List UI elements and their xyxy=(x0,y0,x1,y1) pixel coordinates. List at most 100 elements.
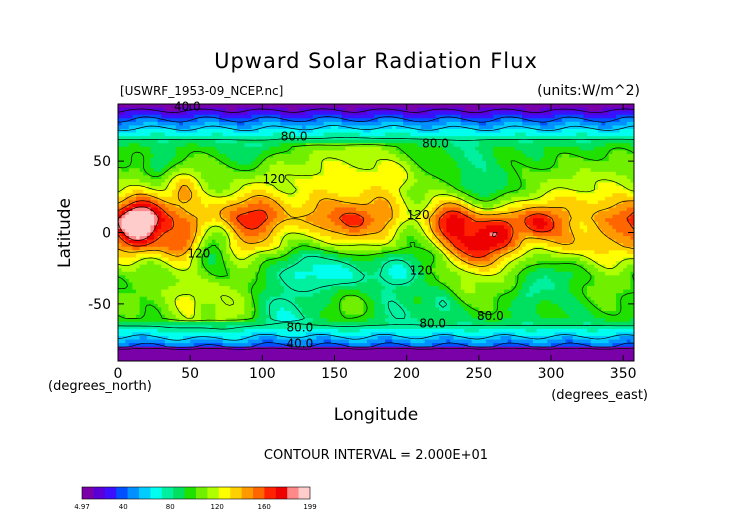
heatmap-cell xyxy=(500,104,505,109)
heatmap-cell xyxy=(208,175,213,180)
heatmap-cell xyxy=(439,211,444,216)
heatmap-cell xyxy=(446,125,451,130)
heatmap-cell xyxy=(164,186,170,191)
heatmap-cell xyxy=(569,175,574,180)
heatmap-cell xyxy=(330,221,336,226)
heatmap-cell xyxy=(605,114,610,119)
heatmap-cell xyxy=(359,125,364,130)
heatmap-cell xyxy=(128,143,134,148)
heatmap-cell xyxy=(457,150,462,155)
heatmap-cell xyxy=(395,221,401,226)
heatmap-cell xyxy=(597,193,603,198)
heatmap-cell xyxy=(424,107,429,112)
heatmap-cell xyxy=(615,143,621,148)
heatmap-cell xyxy=(424,221,429,226)
heatmap-cell xyxy=(348,193,354,198)
heatmap-cell xyxy=(634,108,638,112)
heatmap-cell xyxy=(514,175,520,180)
heatmap-cell xyxy=(204,153,209,159)
heatmap-cell xyxy=(121,214,126,219)
heatmap-cell xyxy=(406,207,411,212)
heatmap-cell xyxy=(446,161,451,166)
heatmap-cell xyxy=(565,178,570,184)
heatmap-cell xyxy=(460,139,466,144)
heatmap-cell xyxy=(605,150,610,155)
heatmap-cell xyxy=(154,153,159,159)
heatmap-cell xyxy=(507,168,512,173)
heatmap-cell xyxy=(471,146,476,151)
heatmap-cell xyxy=(204,189,209,194)
heatmap-cell xyxy=(132,111,137,116)
heatmap-cell xyxy=(475,178,480,184)
heatmap-cell xyxy=(626,153,631,159)
heatmap-cell xyxy=(601,171,606,176)
heatmap-cell xyxy=(359,128,364,134)
heatmap-cell xyxy=(164,196,170,201)
heatmap-cell xyxy=(190,153,195,159)
heatmap-cell xyxy=(305,168,310,173)
heatmap-cell xyxy=(204,150,209,155)
heatmap-cell xyxy=(500,189,505,194)
heatmap-cell xyxy=(583,196,588,201)
heatmap-cell xyxy=(121,111,126,116)
heatmap-cell xyxy=(320,207,325,212)
heatmap-cell xyxy=(247,104,253,109)
heatmap-cell xyxy=(280,218,285,223)
heatmap-cell xyxy=(493,207,498,212)
heatmap-cell xyxy=(312,104,318,109)
heatmap-cell xyxy=(179,128,184,134)
heatmap-cell xyxy=(489,207,494,212)
heatmap-cell xyxy=(486,143,491,148)
heatmap-cell xyxy=(504,189,509,194)
heatmap-cell xyxy=(504,200,509,205)
heatmap-cell xyxy=(316,225,321,230)
heatmap-cell xyxy=(222,121,227,127)
heatmap-cell xyxy=(291,125,296,130)
heatmap-cell xyxy=(128,114,134,119)
heatmap-cell xyxy=(154,189,159,194)
heatmap-cell xyxy=(356,207,361,212)
heatmap-cell xyxy=(251,178,256,184)
heatmap-cell xyxy=(168,186,173,191)
heatmap-cell xyxy=(377,214,383,219)
heatmap-cell xyxy=(399,225,404,230)
heatmap-cell xyxy=(413,218,419,223)
heatmap-cell xyxy=(410,143,415,148)
heatmap-cell xyxy=(320,132,325,137)
heatmap-cell xyxy=(255,143,260,148)
heatmap-cell xyxy=(514,107,520,112)
heatmap-cell xyxy=(338,182,343,187)
heatmap-cell xyxy=(132,186,137,191)
heatmap-cell xyxy=(298,207,303,212)
heatmap-cell xyxy=(161,143,166,148)
heatmap-cell xyxy=(468,150,473,155)
heatmap-cell xyxy=(125,175,130,180)
heatmap-cell xyxy=(428,146,433,151)
heatmap-cell xyxy=(623,111,628,116)
heatmap-cell xyxy=(298,161,303,166)
heatmap-cell xyxy=(211,125,217,130)
heatmap-cell xyxy=(179,143,184,148)
heatmap-cell xyxy=(399,189,404,194)
heatmap-cell xyxy=(511,182,516,187)
heatmap-cell xyxy=(121,136,126,141)
heatmap-cell xyxy=(543,104,548,109)
heatmap-cell xyxy=(482,157,487,162)
heatmap-cell xyxy=(215,175,220,180)
heatmap-cell xyxy=(269,207,274,212)
heatmap-cell xyxy=(302,189,307,194)
heatmap-cell xyxy=(323,139,328,144)
heatmap-cell xyxy=(431,104,437,109)
heatmap-cell xyxy=(262,182,267,187)
heatmap-cell xyxy=(128,121,134,127)
heatmap-cell xyxy=(496,175,502,180)
heatmap-cell xyxy=(150,118,155,123)
heatmap-cell xyxy=(128,153,134,159)
heatmap-cell xyxy=(143,182,148,187)
heatmap-cell xyxy=(146,121,152,127)
heatmap-cell xyxy=(334,132,339,137)
heatmap-cell xyxy=(428,178,433,184)
heatmap-cell xyxy=(478,218,484,223)
heatmap-cell xyxy=(439,182,444,187)
heatmap-cell xyxy=(579,221,585,226)
